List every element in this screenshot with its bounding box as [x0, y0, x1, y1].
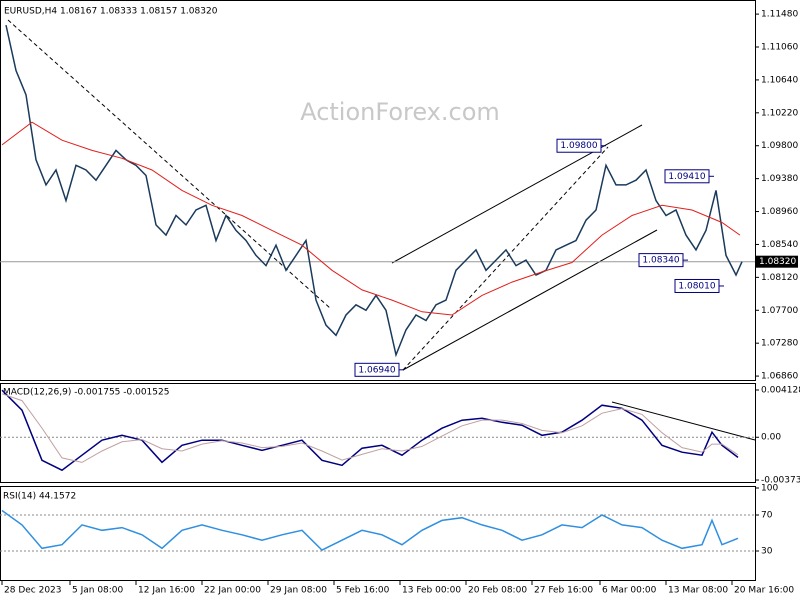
- trend-line: [402, 146, 609, 371]
- y-tick-label: 1.08960: [761, 207, 798, 217]
- y-tick-label: 1.11480: [761, 10, 798, 20]
- x-tick-label: 13 Mar 08:00: [668, 586, 728, 596]
- annotation-label: 1.09800: [560, 141, 597, 151]
- x-tick-label: 27 Feb 16:00: [534, 586, 593, 596]
- macd-trend-line: [611, 401, 756, 441]
- macd-panel: [0, 383, 756, 483]
- y-tick-label: 70: [761, 511, 773, 521]
- y-tick-label: 30: [761, 547, 773, 557]
- annotation-label: 1.08340: [642, 256, 679, 266]
- trend-line: [7, 19, 331, 309]
- y-tick-label: 1.07700: [761, 306, 798, 316]
- last-price-label: 1.08320: [759, 257, 796, 267]
- annotation-box: [638, 253, 684, 268]
- y-tick-label: 1.10640: [761, 75, 798, 85]
- y-tick-label: 0.00: [761, 433, 781, 443]
- series-line: [1, 393, 739, 463]
- last-price-box: [756, 255, 798, 268]
- annotation-box: [556, 138, 602, 153]
- y-tick-label: 1.06860: [761, 372, 798, 382]
- series-line: [1, 121, 741, 316]
- y-tick-label: 1.08540: [761, 240, 798, 250]
- series-line: [1, 389, 739, 472]
- y-tick-label: 1.08120: [761, 273, 798, 283]
- x-tick-label: 20 Mar 16:00: [734, 586, 794, 596]
- chart-title: EURUSD,H4 1.08167 1.08333 1.08157 1.0832…: [4, 7, 218, 17]
- annotation-label: 1.08010: [678, 281, 715, 291]
- annotation-box: [664, 169, 710, 184]
- y-tick-label: 1.11060: [761, 43, 798, 53]
- price-panel: [0, 0, 756, 381]
- y-tick-label: -0.003737: [761, 476, 800, 486]
- y-tick-label: 1.09380: [761, 174, 798, 184]
- annotation-box: [674, 278, 720, 293]
- channel-line: [402, 229, 658, 371]
- x-tick-label: 29 Jan 08:00: [270, 586, 327, 596]
- y-tick-label: 1.10220: [761, 108, 798, 118]
- y-tick-label: 1.09800: [761, 141, 798, 151]
- x-tick-label: 6 Mar 00:00: [602, 586, 657, 596]
- y-tick-label: 1.07280: [761, 339, 798, 349]
- x-tick-label: 22 Jan 00:00: [204, 586, 261, 596]
- y-tick-label: 0.004128: [761, 386, 800, 396]
- watermark: ActionForex.com: [300, 98, 500, 126]
- x-tick-label: 5 Jan 08:00: [72, 586, 124, 596]
- x-tick-label: 12 Jan 16:00: [138, 586, 195, 596]
- indicator-title: MACD(12,26,9) -0.001755 -0.001525: [3, 388, 169, 398]
- indicator-title: RSI(14) 44.1572: [3, 492, 76, 502]
- annotation-label: 1.09410: [668, 172, 705, 182]
- x-tick-label: 28 Dec 2023: [4, 586, 62, 596]
- x-tick-label: 13 Feb 00:00: [402, 586, 461, 596]
- annotation-box: [354, 362, 400, 377]
- y-tick-label: 100: [761, 484, 778, 494]
- series-line: [1, 509, 739, 552]
- annotation-label: 1.06940: [358, 365, 395, 375]
- x-tick-label: 5 Feb 16:00: [336, 586, 390, 596]
- x-tick-label: 20 Feb 08:00: [468, 586, 527, 596]
